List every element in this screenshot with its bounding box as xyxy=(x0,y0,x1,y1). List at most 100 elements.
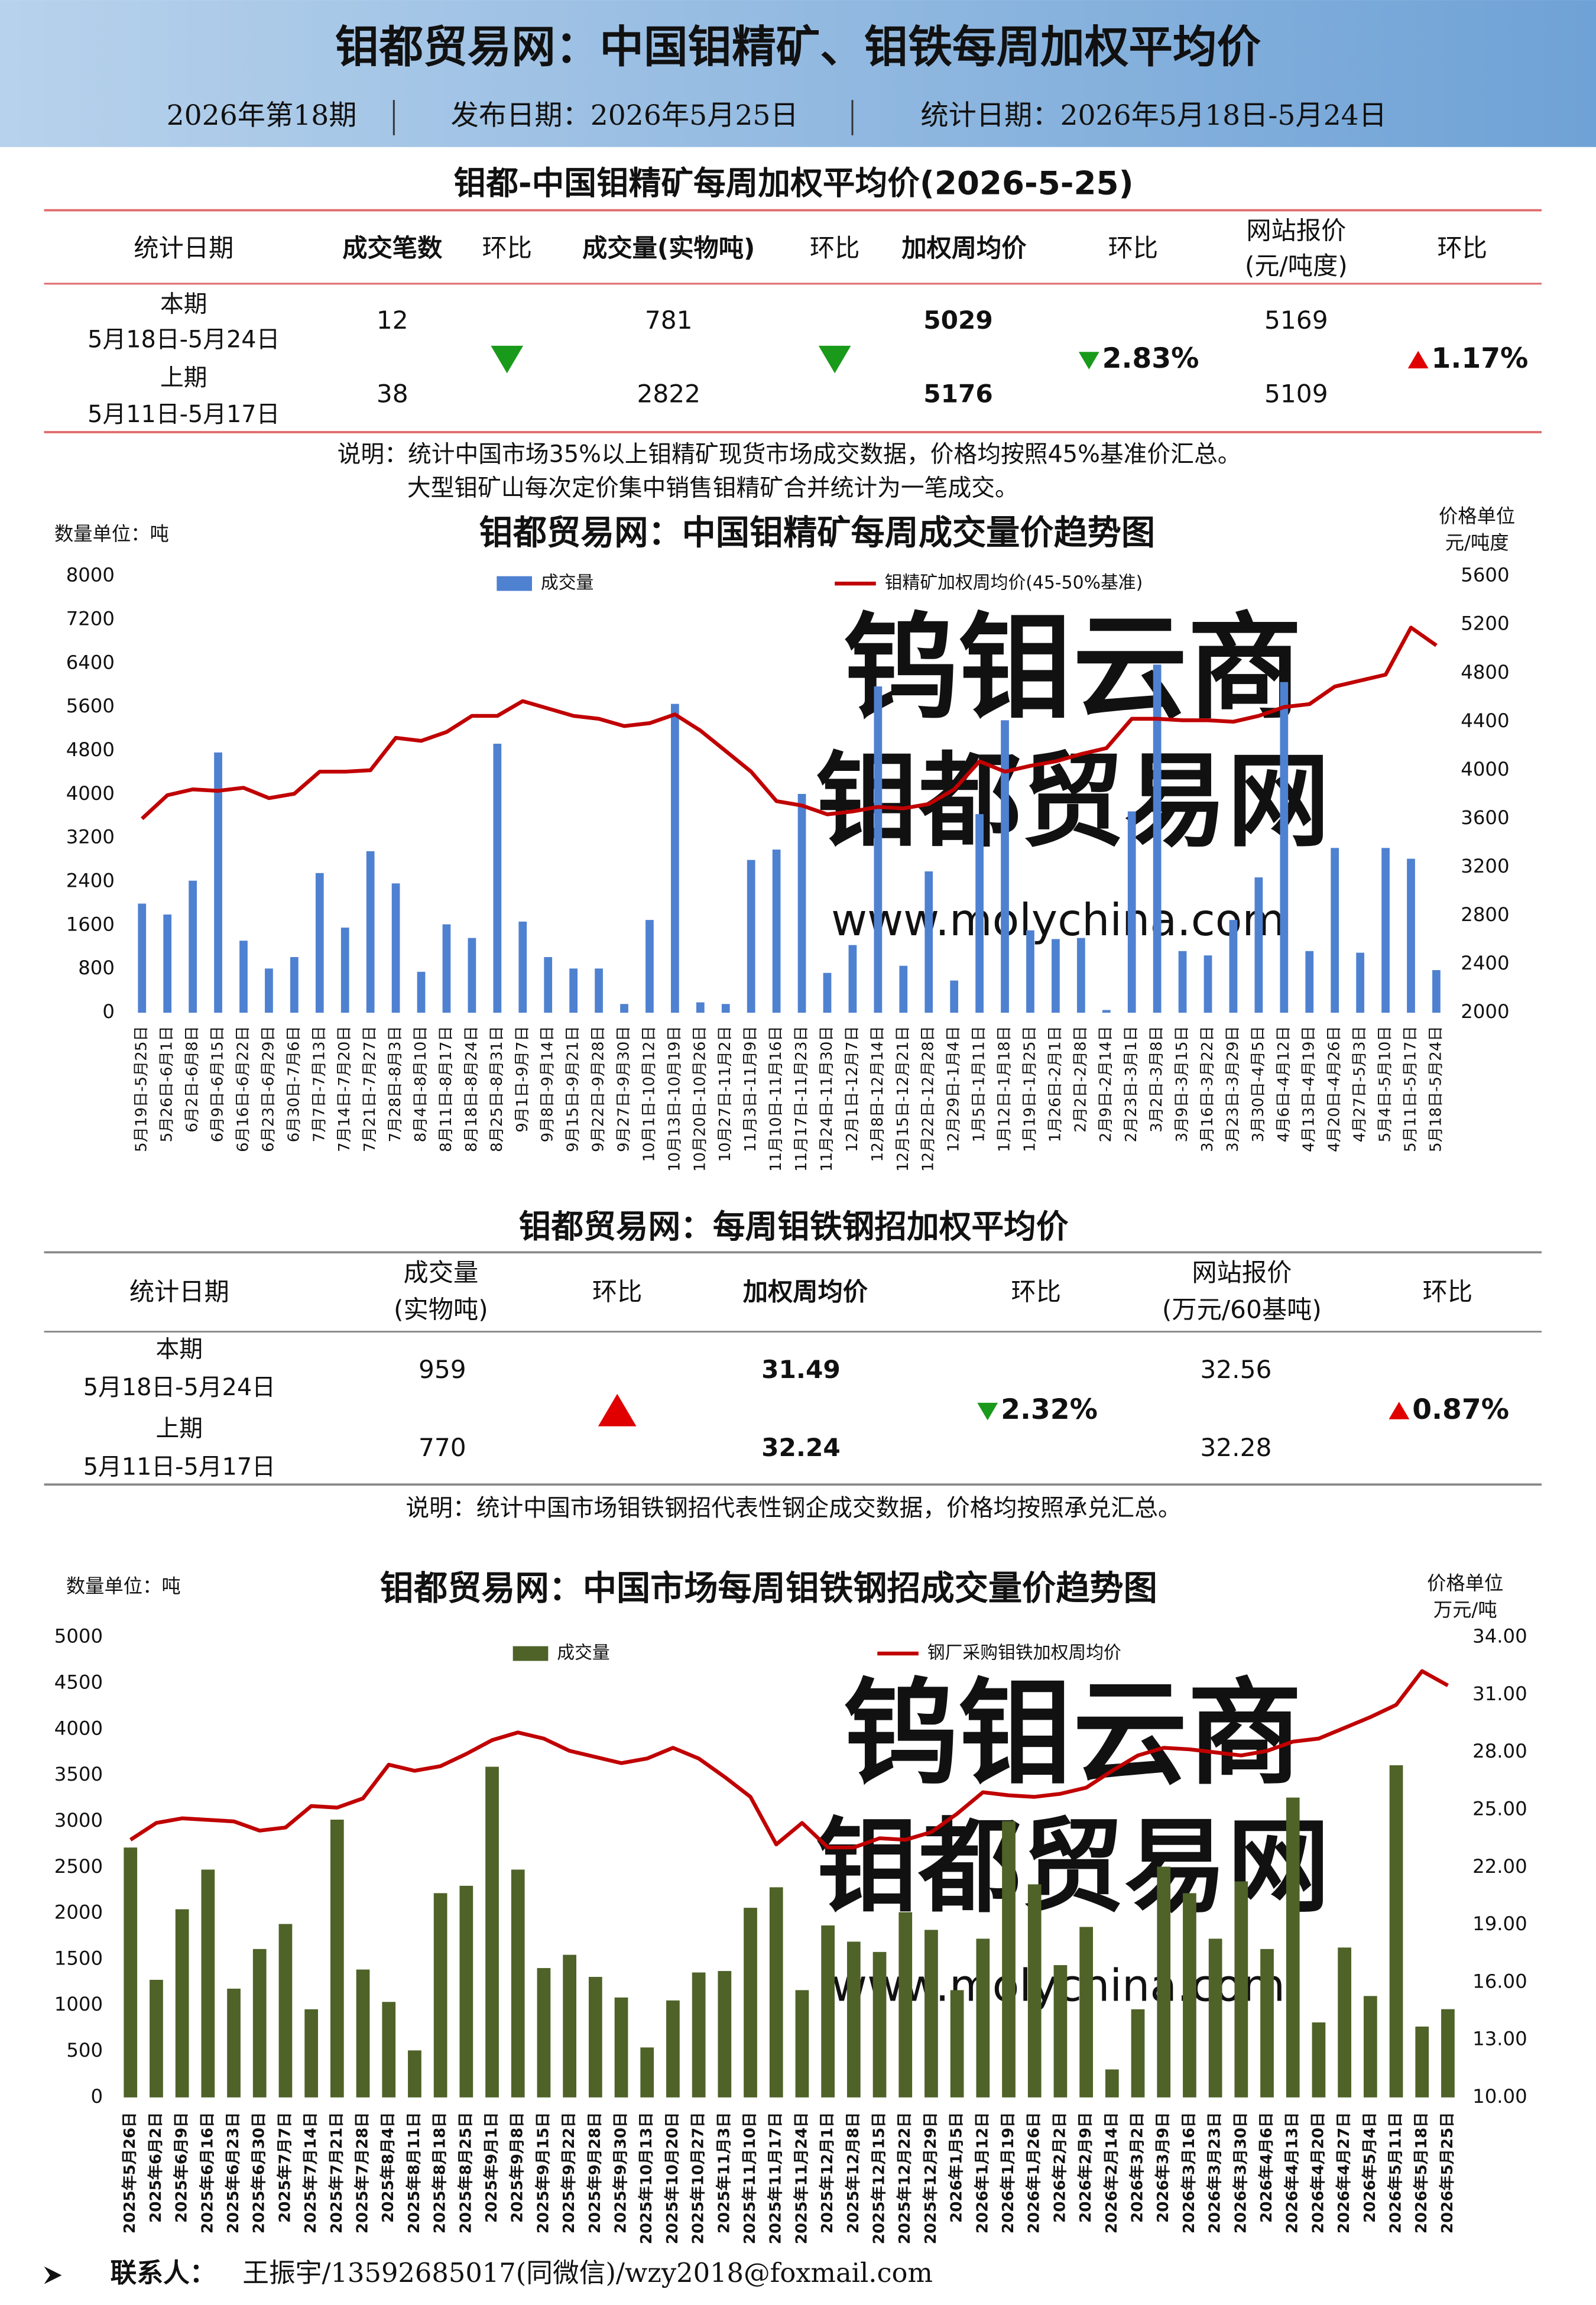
y-tick-label: 500 xyxy=(66,2039,103,2061)
x-tick-label: 3月16日-3月22日 xyxy=(1199,1026,1217,1152)
bar xyxy=(797,793,806,1013)
bar xyxy=(214,752,222,1013)
bar xyxy=(201,1869,215,2097)
cell: 32.24 xyxy=(761,1433,841,1462)
x-tick-label: 1月12日-1月18日 xyxy=(996,1026,1014,1152)
y2-tick-label: 31.00 xyxy=(1472,1682,1527,1705)
column-header: 统计日期 xyxy=(129,1277,229,1306)
x-tick-label: 11月17日-11月23日 xyxy=(793,1026,810,1172)
column-header: 环比 xyxy=(592,1277,643,1306)
x-tick-label: 2025年6月30日 xyxy=(250,2112,268,2233)
table-title: 钼都贸易网：每周钼铁钢招加权平均价 xyxy=(519,1208,1069,1246)
cell: 770 xyxy=(419,1433,466,1462)
x-tick-label: 2025年7月21日 xyxy=(327,2112,346,2233)
bar xyxy=(846,1941,861,2097)
x-tick-label: 3月9日-3月15日 xyxy=(1173,1026,1191,1142)
bar xyxy=(468,938,476,1013)
axis-unit: 价格单位 xyxy=(1439,505,1515,527)
x-tick-label: 11月24日-11月30日 xyxy=(818,1026,836,1172)
cell: 2822 xyxy=(637,379,700,408)
y2-tick-label: 4400 xyxy=(1461,709,1509,732)
bar xyxy=(150,1979,163,2097)
y2-tick-label: 25.00 xyxy=(1472,1798,1527,1820)
cell: 32.28 xyxy=(1200,1433,1271,1462)
x-tick-label: 2025年12月15日 xyxy=(870,2112,888,2245)
y2-tick-label: 34.00 xyxy=(1472,1625,1527,1648)
period: 上期 xyxy=(156,1415,203,1442)
column-header: 环比 xyxy=(1438,234,1488,262)
legend-swatch xyxy=(497,576,532,591)
x-tick-label: 2025年11月10日 xyxy=(741,2112,759,2245)
bar xyxy=(1157,1866,1171,2097)
table-title: 钼都-中国钼精矿每周加权平均价(2026-5-25) xyxy=(454,164,1134,202)
x-tick-label: 6月2日-6月8日 xyxy=(184,1026,202,1132)
bar xyxy=(671,704,679,1013)
change-arrow xyxy=(977,1402,998,1421)
bar xyxy=(696,1002,705,1013)
contact-label: 联系人： xyxy=(110,2257,216,2288)
x-tick-label: 2026年1月5日 xyxy=(948,2112,966,2223)
column-header: 加权周均价 xyxy=(743,1277,868,1306)
bar xyxy=(950,1990,964,2097)
bar xyxy=(975,814,984,1013)
y-tick-label: 4500 xyxy=(54,1671,103,1694)
bar xyxy=(563,1954,576,2097)
axis-unit: 价格单位 xyxy=(1427,1572,1503,1594)
watermark: www.molychina.com xyxy=(831,894,1285,946)
bar xyxy=(1234,1881,1248,2097)
y-tick-label: 1600 xyxy=(66,913,115,935)
change-arrow xyxy=(491,345,524,374)
column-header: 环比 xyxy=(1108,234,1159,262)
header-band xyxy=(0,0,1596,147)
x-tick-label: 8月18日-8月24日 xyxy=(463,1026,481,1152)
bar xyxy=(340,928,349,1013)
x-tick-label: 6月9日-6月15日 xyxy=(209,1026,227,1142)
x-tick-label: 2026年1月12日 xyxy=(973,2112,991,2233)
x-tick-label: 10月20日-10月26日 xyxy=(691,1026,709,1172)
bar xyxy=(1260,1949,1274,2097)
page-title: 钼都贸易网：中国钼精矿、钼铁每周加权平均价 xyxy=(335,21,1261,73)
cell: 781 xyxy=(645,306,693,335)
chart-title: 钼都贸易网：中国钼精矿每周成交量价趋势图 xyxy=(479,514,1155,553)
bar xyxy=(640,2047,654,2097)
stat-date: 统计日期：2026年5月18日-5月24日 xyxy=(920,99,1387,132)
cell: 5176 xyxy=(923,379,993,408)
column-header: 环比 xyxy=(482,234,531,262)
bar xyxy=(239,941,248,1013)
y2-tick-label: 5600 xyxy=(1461,564,1509,586)
x-tick-label: 11月3日-11月9日 xyxy=(742,1026,760,1152)
column-header: 环比 xyxy=(1011,1277,1062,1306)
x-tick-label: 2026年4月20日 xyxy=(1309,2112,1327,2233)
cell: 31.49 xyxy=(761,1355,841,1384)
bar xyxy=(1002,1821,1016,2097)
x-tick-label: 12月22日-12月28日 xyxy=(920,1026,938,1172)
column-header: 网站报价 xyxy=(1246,216,1346,245)
bar xyxy=(1229,920,1238,1013)
column-header: 环比 xyxy=(1423,1277,1473,1306)
x-tick-label: 2026年3月23日 xyxy=(1206,2112,1224,2233)
x-tick-label: 2026年5月11日 xyxy=(1387,2112,1405,2233)
y2-tick-label: 19.00 xyxy=(1472,1912,1527,1935)
x-tick-label: 9月27日-9月30日 xyxy=(615,1026,633,1152)
x-tick-label: 2026年4月6日 xyxy=(1257,2112,1276,2223)
y2-tick-label: 13.00 xyxy=(1472,2028,1527,2050)
y2-tick-label: 28.00 xyxy=(1472,1740,1527,1762)
bar xyxy=(1363,1996,1377,2097)
bar xyxy=(442,924,451,1013)
bar xyxy=(848,945,857,1013)
x-tick-label: 2025年10月27日 xyxy=(689,2112,708,2245)
x-tick-label: 2026年3月2日 xyxy=(1128,2112,1147,2223)
x-tick-label: 2025年8月18日 xyxy=(431,2112,449,2233)
bar xyxy=(433,1893,447,2097)
x-tick-label: 5月18日-5月24日 xyxy=(1427,1026,1445,1152)
period-dates: 5月18日-5月24日 xyxy=(83,1374,275,1401)
x-tick-label: 2025年8月4日 xyxy=(379,2112,397,2223)
bar xyxy=(721,1004,730,1013)
x-tick-label: 4月27日-5月3日 xyxy=(1351,1026,1369,1142)
x-tick-label: 7月14日-7月20日 xyxy=(336,1026,353,1152)
bullet-arrow xyxy=(44,2266,62,2284)
bar xyxy=(924,1930,938,2097)
x-tick-label: 11月10日-11月16日 xyxy=(767,1026,785,1172)
x-tick-label: 9月1日-9月7日 xyxy=(514,1026,531,1132)
